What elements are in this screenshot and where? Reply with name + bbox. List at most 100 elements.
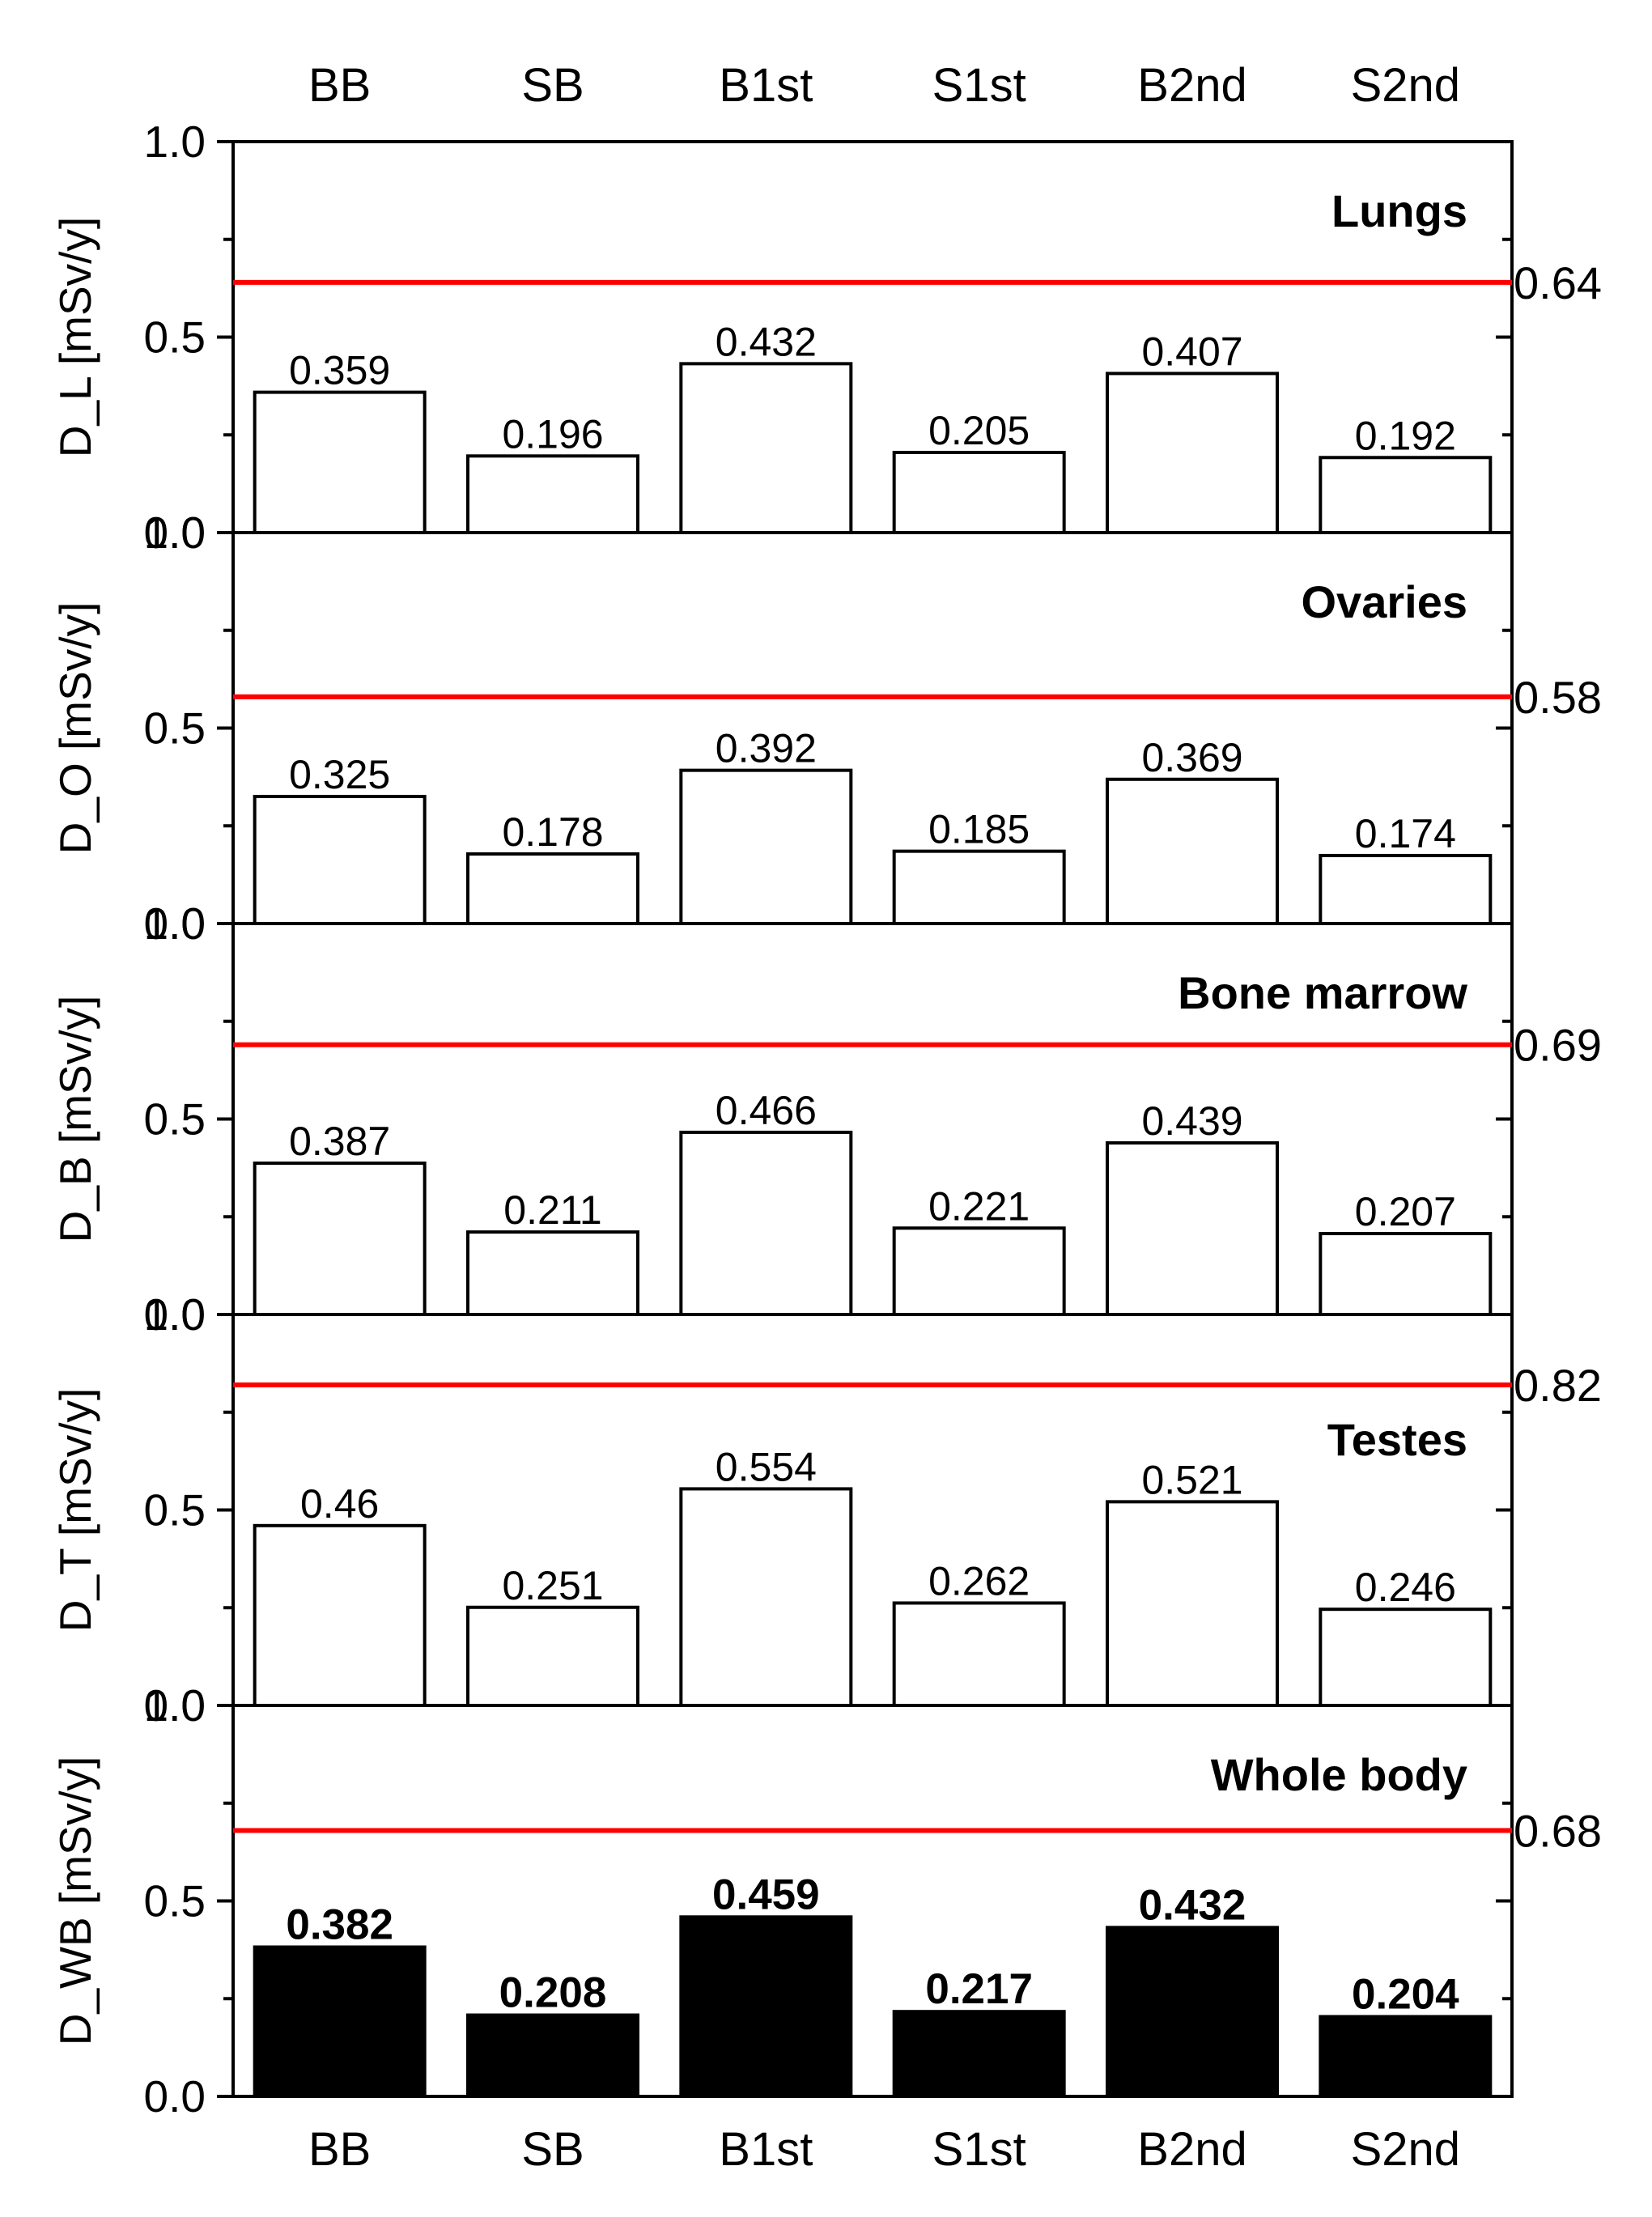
bar-b1st	[679, 362, 853, 534]
bar-value-label: 0.369	[1141, 735, 1242, 780]
bottom-category-label: B2nd	[1137, 2123, 1246, 2176]
bar-value-label: 0.178	[502, 809, 603, 855]
y-tick-label: 1.0	[144, 117, 206, 167]
top-category-label: B2nd	[1137, 59, 1246, 112]
y-tick-label: 0.0	[144, 1289, 206, 1340]
top-category-label: B1st	[719, 59, 813, 112]
bar-s2nd	[1319, 1608, 1493, 1708]
bar-value-label: 0.262	[928, 1558, 1030, 1603]
bar-b2nd	[1106, 1140, 1279, 1317]
y-axis-title: D_WB [mSv/y]	[50, 1756, 100, 2046]
bar-sb	[466, 1230, 639, 1317]
bar-s2nd	[1319, 456, 1493, 534]
bar-value-label: 0.246	[1355, 1565, 1456, 1610]
bar-value-label: 0.392	[716, 726, 817, 771]
bar-b1st	[679, 1487, 853, 1707]
y-axis-title: D_B [mSv/y]	[50, 996, 100, 1243]
bar-value-label: 0.174	[1355, 811, 1456, 856]
panel-title: Testes	[1327, 1414, 1467, 1465]
bar-value-label: 0.205	[928, 408, 1030, 453]
bar-b2nd	[1106, 777, 1279, 926]
y-tick-label: 0.5	[144, 312, 206, 363]
bar-s1st	[892, 1601, 1066, 1707]
top-category-label: BB	[308, 59, 371, 112]
bottom-category-label: SB	[521, 2123, 584, 2176]
y-tick-label: 1.0	[144, 898, 206, 949]
bar-value-label: 0.407	[1141, 329, 1242, 374]
y-tick-label: 1.0	[144, 508, 206, 558]
y-axis-title: D_L [mSv/y]	[50, 217, 100, 457]
y-tick-label: 1.0	[144, 1680, 206, 1731]
bar-value-label: 0.387	[289, 1119, 390, 1164]
y-tick-label: 0.0	[144, 2071, 206, 2121]
y-tick-label: 0.5	[144, 1485, 206, 1535]
bar-value-label: 0.196	[502, 411, 603, 457]
bar-value-label: 0.466	[716, 1088, 817, 1133]
y-tick-label: 0.5	[144, 703, 206, 754]
panel-whole-body: 0.0 0.5 1.0 D_WB [mSv/y] 0.382 0.208 0.459 0.21…	[50, 1680, 1602, 2121]
top-category-label: S2nd	[1351, 59, 1460, 112]
bar-bb	[253, 795, 427, 926]
bar-value-label: 0.208	[499, 1969, 607, 2017]
bar-sb	[466, 1605, 639, 1707]
panel-testes: 0.0 0.5 1.0 D_T [mSv/y] 0.46 0.251 0.554 0.262 0…	[50, 1289, 1602, 1731]
bar-sb	[466, 454, 639, 534]
bar-value-label: 0.432	[716, 319, 817, 364]
bar-b1st	[679, 768, 853, 925]
bar-value-label: 0.207	[1355, 1189, 1456, 1234]
bottom-category-label: S1st	[932, 2123, 1026, 2176]
bar-b2nd	[1106, 372, 1279, 534]
bar-bb	[253, 1523, 427, 1707]
y-tick-label: 0.5	[144, 1094, 206, 1145]
bar-value-label: 0.521	[1141, 1457, 1242, 1502]
bar-s2nd	[1319, 2015, 1493, 2099]
bar-value-label: 0.185	[928, 807, 1030, 852]
panel-lungs: 0.0 0.5 1.0 D_L [mSv/y] 0.359 0.196 0.432 0.205…	[50, 117, 1602, 558]
y-tick-label: 0.0	[144, 1680, 206, 1731]
y-axis-title: D_O [mSv/y]	[50, 602, 100, 855]
bar-b2nd	[1106, 1500, 1279, 1708]
bar-b1st	[679, 1915, 853, 2098]
y-tick-label: 0.0	[144, 898, 206, 949]
bar-value-label: 0.221	[928, 1183, 1030, 1229]
panel-title: Ovaries	[1302, 576, 1468, 627]
bar-s1st	[892, 1226, 1066, 1316]
bar-s2nd	[1319, 1232, 1493, 1317]
bar-sb	[466, 852, 639, 925]
bar-value-label: 0.359	[289, 348, 390, 393]
reference-label: 0.68	[1514, 1806, 1602, 1857]
reference-label: 0.82	[1514, 1360, 1602, 1411]
panel-title: Lungs	[1331, 185, 1467, 236]
panel-title: Bone marrow	[1178, 967, 1467, 1018]
bar-bb	[253, 1945, 427, 2098]
bottom-category-label: B1st	[719, 2123, 813, 2176]
bar-value-label: 0.192	[1355, 413, 1456, 458]
bar-value-label: 0.382	[286, 1901, 393, 1948]
bar-value-label: 0.459	[712, 1871, 820, 1918]
bar-value-label: 0.251	[502, 1563, 603, 1608]
bar-s2nd	[1319, 853, 1493, 926]
bar-value-label: 0.46	[300, 1481, 379, 1527]
panel-ovaries: 0.0 0.5 1.0 D_O [mSv/y] 0.325 0.178 0.392 0.185…	[50, 508, 1602, 949]
reference-label: 0.64	[1514, 257, 1602, 308]
panel-bone-marrow: 0.0 0.5 1.0 D_B [mSv/y] 0.387 0.211 0.466 0.221…	[50, 898, 1602, 1340]
bar-sb	[466, 2013, 639, 2098]
bar-s1st	[892, 849, 1066, 926]
bar-value-label: 0.432	[1139, 1881, 1246, 1929]
y-axis-title: D_T [mSv/y]	[50, 1388, 100, 1633]
bar-s1st	[892, 2010, 1066, 2098]
bar-bb	[253, 390, 427, 534]
bar-value-label: 0.325	[289, 752, 390, 797]
bar-b2nd	[1106, 1926, 1279, 2098]
reference-label: 0.69	[1514, 1020, 1602, 1071]
panel-title: Whole body	[1211, 1749, 1467, 1800]
top-category-labels: BB SB B1st S1st B2nd S2nd	[308, 59, 1460, 112]
bar-value-label: 0.439	[1141, 1098, 1242, 1144]
bar-value-label: 0.554	[716, 1444, 817, 1489]
bottom-category-label: BB	[308, 2123, 371, 2176]
top-category-label: SB	[521, 59, 584, 112]
bar-b1st	[679, 1130, 853, 1316]
y-tick-label: 1.0	[144, 1289, 206, 1340]
bar-value-label: 0.211	[503, 1187, 601, 1233]
top-category-label: S1st	[932, 59, 1026, 112]
